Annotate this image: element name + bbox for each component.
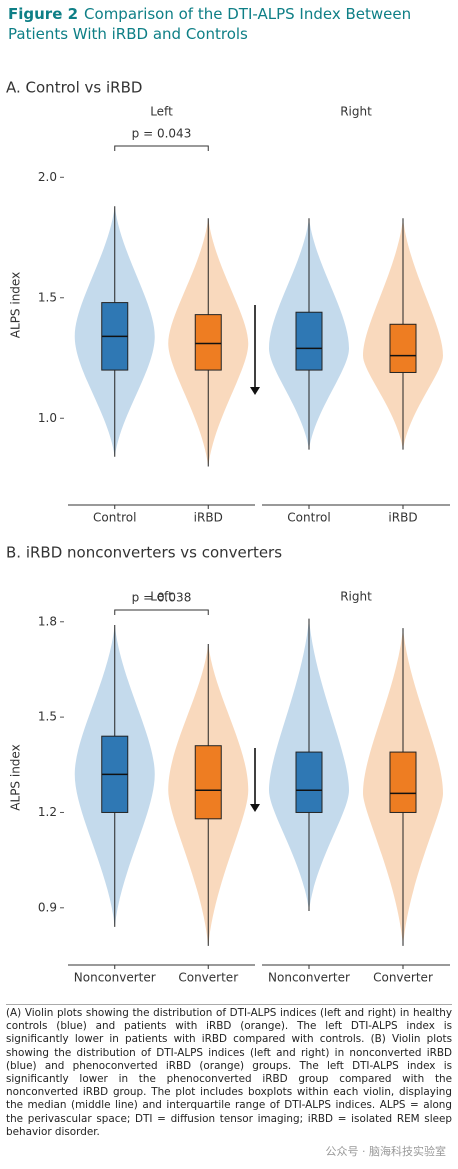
y-tick-label: 1.0 bbox=[38, 411, 57, 425]
p-value: p = 0.038 bbox=[132, 591, 192, 605]
x-tick-label: Control bbox=[287, 511, 330, 525]
figure-label: Figure 2 bbox=[8, 5, 79, 23]
box bbox=[194, 314, 222, 371]
y-axis-label: ALPS index bbox=[9, 272, 23, 338]
trend-arrowhead bbox=[250, 804, 260, 812]
y-tick-label: 0.9 bbox=[38, 900, 57, 914]
x-tick-label: Converter bbox=[373, 971, 433, 985]
caption: (A) Violin plots showing the distributio… bbox=[6, 1004, 452, 1139]
y-tick-label: 1.5 bbox=[38, 710, 57, 724]
facet-label: Right bbox=[340, 105, 372, 119]
p-value: p = 0.043 bbox=[132, 127, 192, 141]
box bbox=[389, 323, 417, 373]
facet-label: Right bbox=[340, 590, 372, 604]
panel-title: A. Control vs iRBD bbox=[6, 79, 142, 97]
box bbox=[295, 311, 323, 371]
y-tick-label: 1.5 bbox=[38, 290, 57, 304]
x-tick-label: iRBD bbox=[388, 511, 417, 525]
x-tick-label: Nonconverter bbox=[74, 971, 156, 985]
x-tick-label: Nonconverter bbox=[268, 971, 350, 985]
x-tick-label: Control bbox=[93, 511, 136, 525]
y-tick-label: 2.0 bbox=[38, 170, 57, 184]
box bbox=[194, 745, 222, 820]
y-tick-label: 1.2 bbox=[38, 805, 57, 819]
x-tick-label: Converter bbox=[178, 971, 238, 985]
box bbox=[295, 751, 323, 813]
panel-title: B. iRBD nonconverters vs converters bbox=[6, 544, 282, 562]
x-tick-label: iRBD bbox=[194, 511, 223, 525]
y-axis-label: ALPS index bbox=[9, 744, 23, 810]
significance-bracket bbox=[114, 609, 209, 615]
box bbox=[389, 751, 417, 813]
figure-header: Figure 2 Comparison of the DTI-ALPS Index… bbox=[8, 4, 448, 44]
significance-bracket bbox=[114, 145, 209, 151]
facet-label: Left bbox=[150, 590, 173, 604]
y-tick-label: 1.8 bbox=[38, 614, 57, 628]
figure-title: Comparison of the DTI-ALPS Index Between… bbox=[8, 5, 412, 43]
facet-label: Left bbox=[150, 105, 173, 119]
trend-arrowhead bbox=[250, 387, 260, 395]
chart: A. Control vs iRBD ALPS index 1.0 1.5 2.0 Lef… bbox=[6, 79, 450, 985]
watermark: 公众号 · 脑海科技实验室 bbox=[325, 1145, 447, 1158]
